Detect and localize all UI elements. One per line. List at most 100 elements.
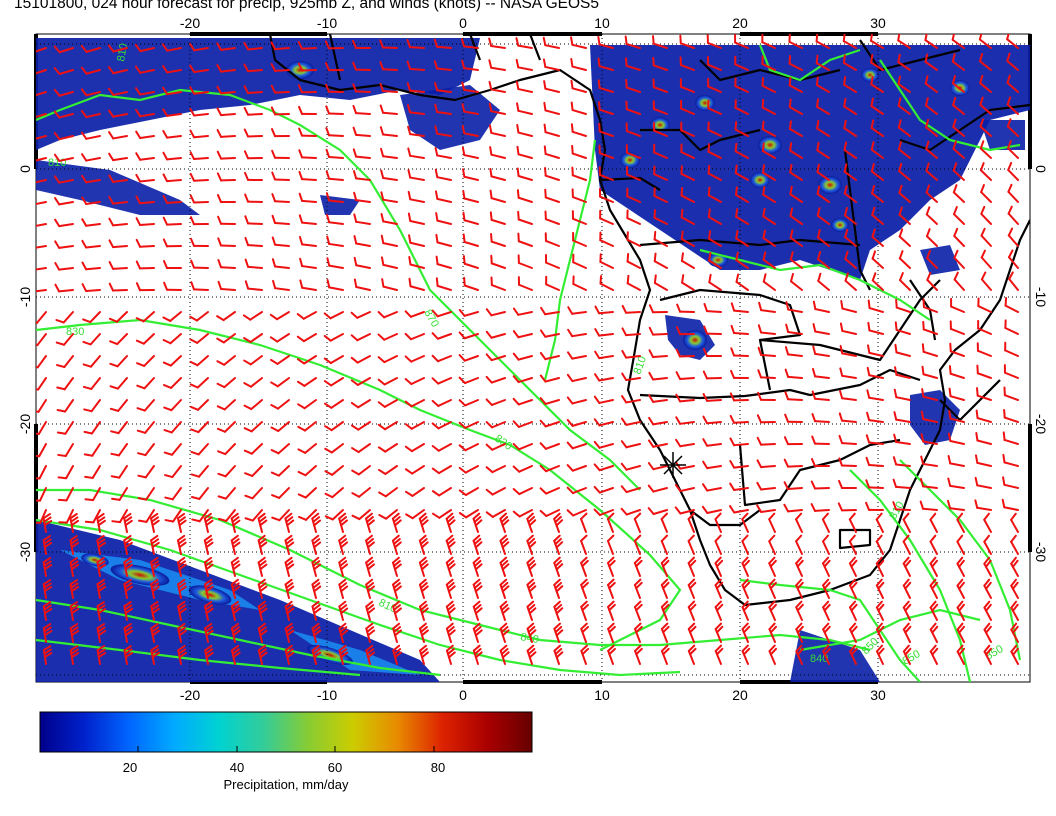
wind-barb-icon — [190, 487, 209, 500]
wind-barb-icon — [350, 399, 371, 409]
wind-barb-icon — [243, 443, 263, 455]
wind-barb-icon — [925, 228, 938, 247]
wind-barb-icon — [570, 123, 587, 137]
wind-barb-icon — [458, 509, 479, 519]
wind-barb-icon — [257, 644, 268, 665]
wind-barb-icon — [783, 481, 803, 490]
wind-barb-icon — [607, 622, 616, 643]
wind-barb-icon — [512, 330, 533, 339]
wind-barb-icon — [1006, 74, 1019, 93]
wind-barb-icon — [983, 622, 992, 643]
lat-tick-left: -20 — [17, 414, 33, 434]
wind-barb-icon — [80, 88, 101, 97]
wind-barb-icon — [243, 399, 263, 411]
wind-barb-icon — [499, 556, 510, 577]
wind-barb-icon — [624, 57, 641, 71]
wind-barb-icon — [757, 369, 776, 379]
wind-barb-icon — [445, 644, 456, 665]
wind-barb-icon — [297, 487, 317, 499]
wind-barb-icon — [324, 62, 344, 72]
wind-barb-icon — [162, 130, 182, 139]
wind-barb-icon — [730, 324, 749, 335]
wind-barb-icon — [714, 534, 722, 555]
wind-barb-icon — [756, 481, 776, 491]
wind-barb-icon — [42, 601, 53, 621]
wind-barb-icon — [897, 119, 911, 137]
wind-barb-icon — [816, 98, 830, 115]
wind-barb-icon — [788, 98, 803, 115]
wind-barb-icon — [730, 369, 749, 379]
wind-barb-icon — [96, 623, 107, 643]
wind-barb-icon — [821, 534, 830, 555]
wind-barb-icon — [543, 123, 560, 137]
wind-barb-icon — [431, 354, 452, 363]
wind-barb-icon — [69, 513, 80, 533]
wind-barb-icon — [36, 509, 47, 524]
wind-barb-icon — [53, 132, 74, 141]
wind-barb-icon — [660, 600, 670, 621]
wind-barb-icon — [244, 509, 263, 522]
wind-barb-icon — [216, 42, 236, 51]
wind-barb-icon — [647, 484, 668, 493]
wind-barb-icon — [82, 377, 101, 390]
wind-barb-icon — [929, 600, 939, 621]
wind-barb-icon — [271, 149, 290, 159]
wind-barb-icon — [36, 289, 47, 293]
wind-barb-icon — [953, 206, 965, 225]
wind-barb-icon — [1007, 205, 1019, 225]
wind-barb-icon — [837, 502, 857, 512]
wind-barb-icon — [461, 124, 479, 137]
wind-barb-icon — [325, 170, 344, 181]
wind-barb-icon — [499, 534, 510, 555]
wind-barb-icon — [57, 443, 74, 457]
wind-barb-icon — [870, 163, 884, 181]
wind-barb-icon — [406, 60, 425, 71]
wind-barb-icon — [82, 333, 101, 346]
wind-barb-icon — [404, 399, 425, 408]
wind-barb-icon — [788, 76, 803, 93]
wind-barb-icon — [55, 333, 74, 346]
wind-barb-icon — [648, 416, 668, 426]
colorbar-tick: 40 — [230, 760, 244, 775]
wind-barb-icon — [978, 34, 992, 49]
wind-barb-icon — [323, 333, 344, 342]
wind-barb-icon — [761, 98, 776, 115]
wind-barb-icon — [789, 163, 803, 181]
wind-barb-icon — [216, 107, 236, 117]
wind-barb-icon — [350, 421, 371, 431]
wind-barb-icon — [839, 322, 857, 335]
wind-barb-icon — [714, 644, 724, 665]
wind-barb-icon — [702, 438, 722, 447]
wind-barb-icon — [54, 283, 74, 293]
wind-barb-icon — [875, 622, 885, 643]
wind-barb-icon — [189, 42, 209, 52]
wind-barb-icon — [526, 578, 537, 599]
wind-barb-icon — [795, 622, 804, 643]
wind-barb-icon — [485, 421, 506, 429]
wind-barb-icon — [83, 421, 101, 435]
wind-barb-icon — [515, 80, 533, 93]
wind-barb-icon — [135, 195, 155, 205]
wind-barb-icon — [162, 311, 182, 322]
wind-barb-icon — [107, 44, 128, 53]
wind-barb-icon — [216, 377, 236, 389]
wind-barb-icon — [272, 279, 290, 291]
wind-barb-icon — [839, 344, 857, 357]
wind-barb-icon — [687, 512, 695, 533]
wind-barb-icon — [599, 253, 614, 269]
wind-barb-icon — [135, 87, 155, 96]
wind-barb-icon — [351, 487, 371, 498]
wind-barb-icon — [621, 395, 641, 404]
wind-barb-icon — [189, 107, 209, 117]
wind-barb-icon — [875, 512, 884, 533]
wind-barb-icon — [462, 255, 479, 269]
wind-barb-icon — [865, 501, 884, 511]
wind-barb-icon — [96, 512, 106, 533]
wind-barb-icon — [325, 148, 344, 159]
wind-barb-icon — [947, 477, 965, 489]
wind-barb-icon — [80, 44, 101, 53]
wind-barb-icon — [1008, 271, 1019, 291]
wind-barb-icon — [633, 556, 643, 577]
wind-barb-icon — [620, 417, 641, 426]
wind-barb-icon — [163, 281, 182, 291]
